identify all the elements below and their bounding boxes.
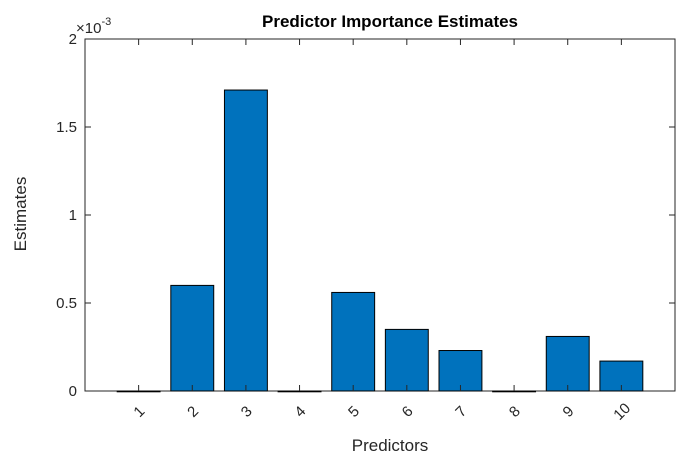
bars: [116, 89, 644, 393]
x-tick-label: 1: [130, 403, 148, 421]
x-tick-label: 8: [506, 403, 524, 421]
y-axis-label: Estimates: [11, 177, 30, 252]
x-tick-label: 5: [345, 403, 363, 421]
y-tick-label: 1: [69, 207, 77, 224]
bar-8: [492, 390, 537, 393]
y-exponent-label: ×10-3: [76, 16, 111, 37]
bar-9: [545, 335, 590, 392]
x-tick-label: 4: [291, 403, 309, 421]
x-tick-label: 6: [399, 403, 417, 421]
chart-title: Predictor Importance Estimates: [262, 12, 518, 31]
bar-2: [170, 284, 215, 392]
bar-7: [438, 350, 483, 392]
bar-4: [277, 390, 322, 393]
y-ticks: 0 0.5 1 1.5 2: [56, 31, 675, 400]
y-exponent-power: -3: [101, 16, 111, 28]
x-tick-label: 7: [452, 403, 470, 421]
bar-1: [116, 390, 161, 393]
x-tick-label: 2: [184, 403, 202, 421]
y-tick-label: 2: [69, 31, 77, 48]
bar-6: [384, 328, 429, 392]
bar-3: [223, 89, 268, 392]
x-tick-label: 9: [560, 403, 578, 421]
x-tick-label: 3: [238, 403, 256, 421]
y-tick-label: 1.5: [56, 119, 77, 136]
y-tick-label: 0: [69, 383, 77, 400]
y-exponent-base: ×10: [76, 20, 101, 37]
y-tick-label: 0.5: [56, 295, 77, 312]
x-axis-label: Predictors: [352, 436, 429, 455]
bar-5: [331, 291, 376, 392]
x-tick-label: 10: [610, 400, 634, 424]
svg-text:×10-3: ×10-3: [76, 16, 111, 37]
